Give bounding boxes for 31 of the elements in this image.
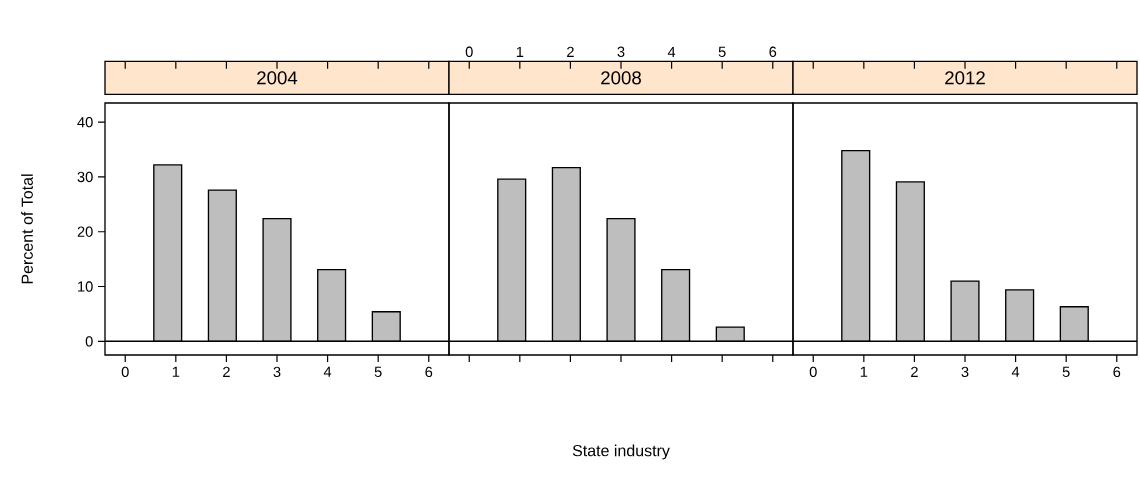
x-tick-label: 5	[1062, 366, 1070, 377]
y-tick-label: 0	[85, 336, 93, 347]
x-tick-label: 2	[223, 366, 230, 377]
x2-tick-label: 5	[718, 46, 726, 57]
x2-tick-label: 6	[769, 46, 777, 57]
x2-tick-label: 0	[465, 46, 473, 57]
x-tick-label: 0	[809, 366, 817, 378]
x2-tick-label: 4	[667, 46, 676, 57]
x-tick-label: 3	[273, 366, 281, 378]
x-tick-label: 0	[121, 366, 129, 378]
x-tick-label: 2	[911, 366, 918, 377]
chart-title: 2012	[945, 71, 985, 85]
x-tick-label: 6	[1113, 366, 1121, 378]
x-tick-label: 5	[374, 366, 382, 377]
x-tick-label: 1	[172, 366, 180, 377]
x-tick-label: 4	[323, 366, 332, 377]
x2-tick-label: 1	[516, 46, 524, 57]
x-tick-label: 3	[961, 366, 969, 378]
x2-tick-label: 3	[617, 46, 625, 57]
x2-tick-label: 2	[567, 46, 574, 57]
y-tick-label: 10	[78, 281, 93, 292]
chart-title: 2004	[257, 71, 298, 85]
y-tick-label: 30	[77, 171, 93, 183]
y-axis-title: Percent of Total	[21, 174, 33, 284]
y-tick-label: 40	[77, 117, 93, 128]
x-tick-label: 4	[1011, 366, 1020, 377]
y-tick-label: 20	[77, 226, 93, 237]
x-tick-label: 6	[425, 366, 433, 378]
x-tick-label: 1	[860, 366, 868, 377]
x-axis-title: State industry	[572, 444, 670, 460]
chart-title: 2008	[601, 71, 641, 85]
